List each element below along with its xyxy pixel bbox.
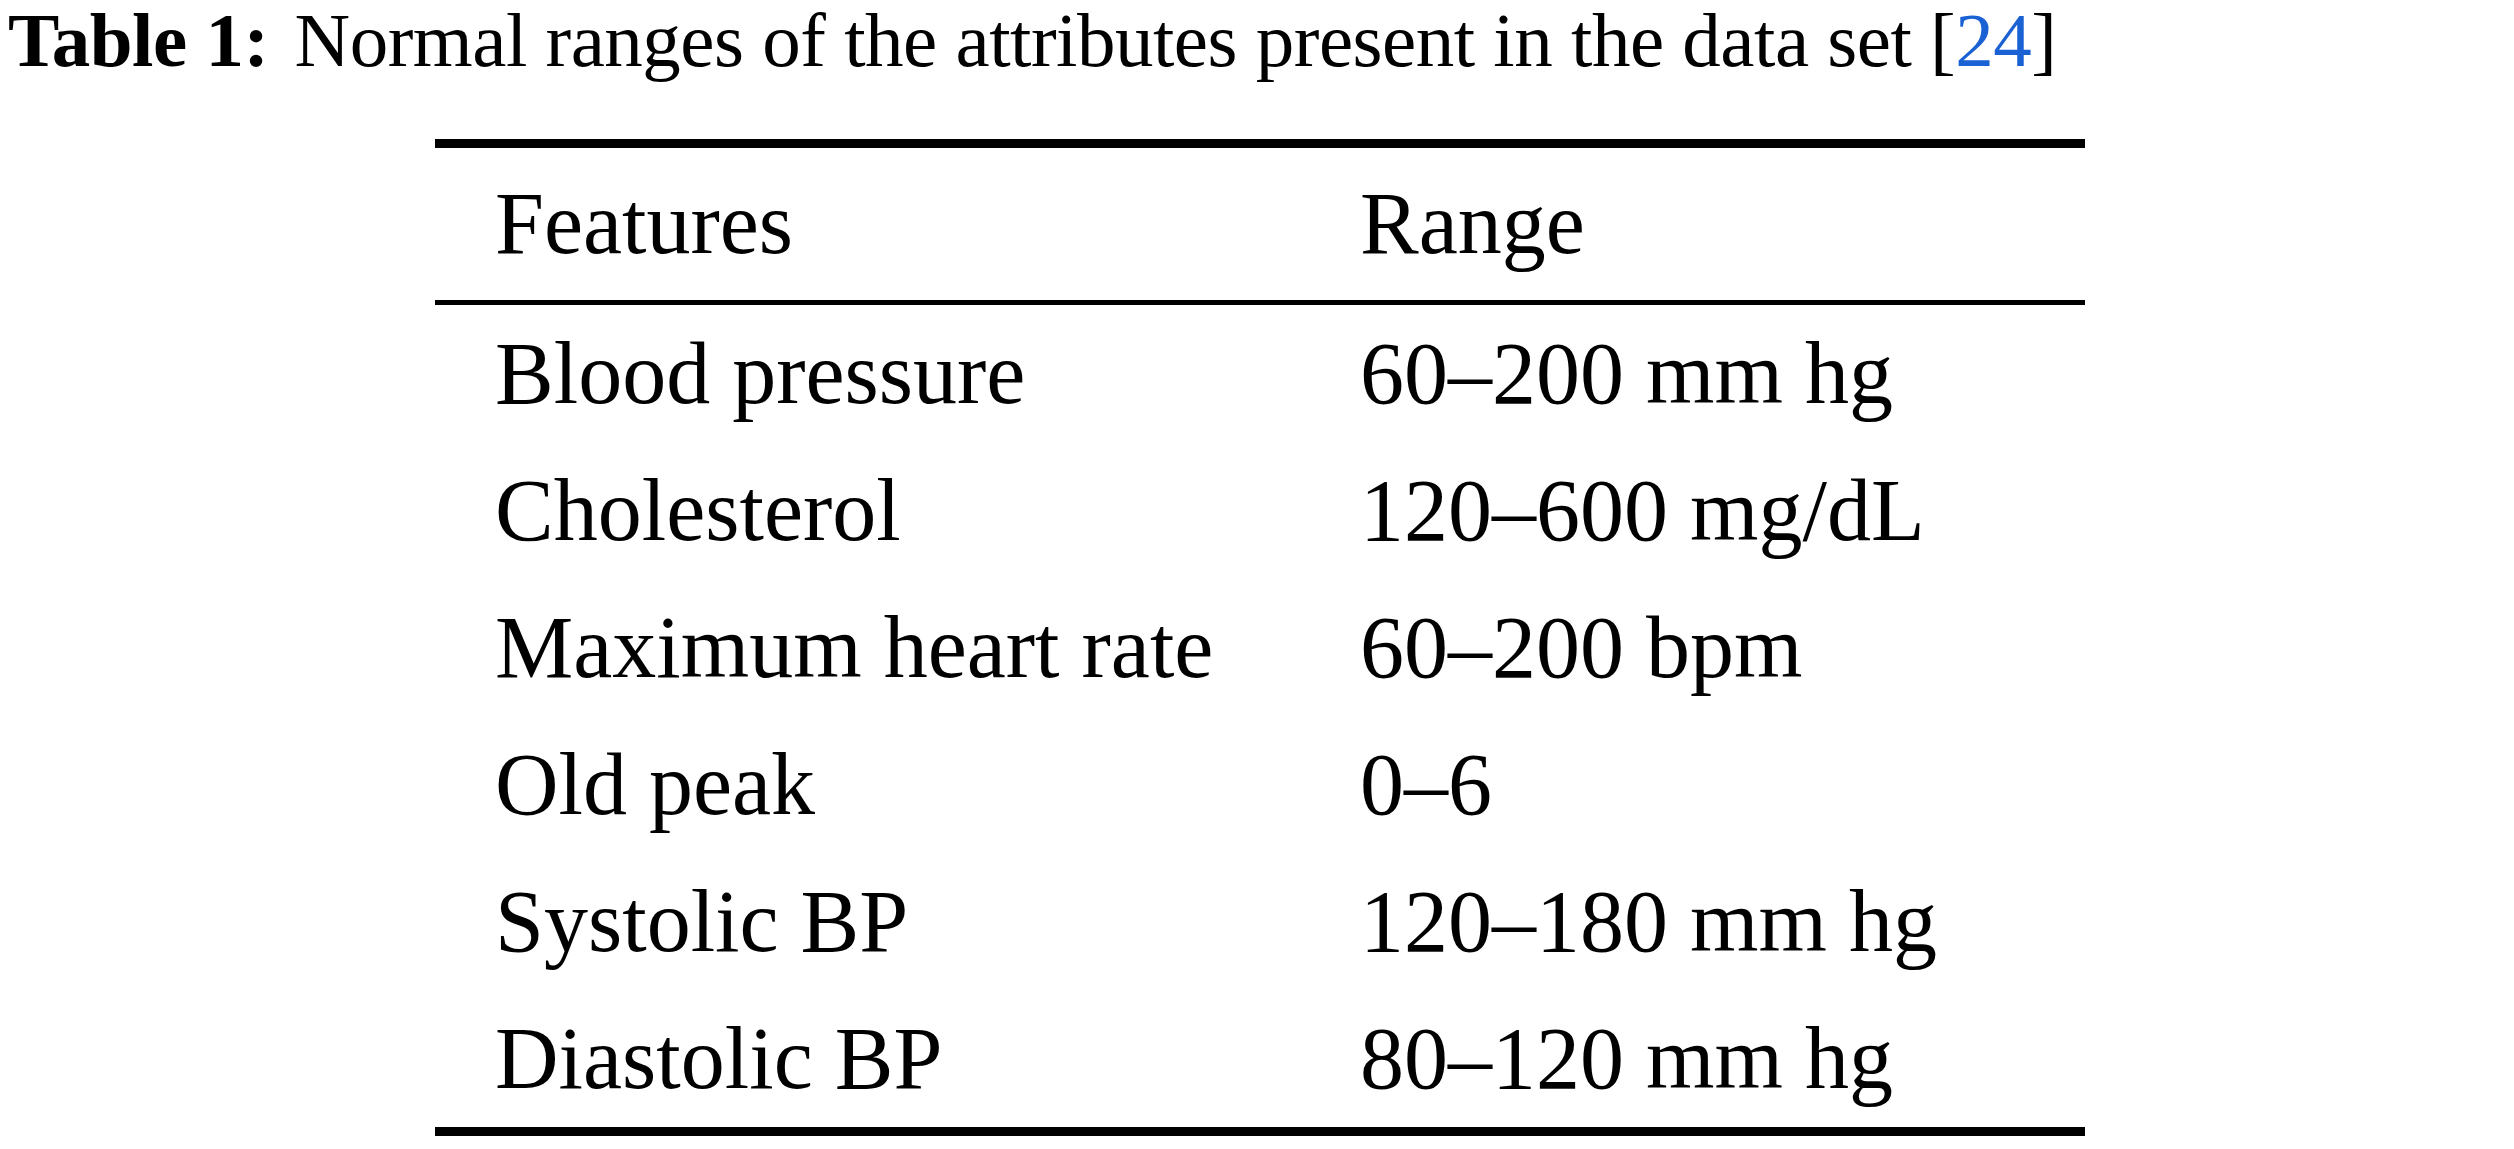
table-row: Maximum heart rate 60–200 bpm bbox=[435, 579, 2085, 716]
column-header-features: Features bbox=[495, 180, 1360, 268]
caption-label: Table 1: bbox=[8, 0, 269, 83]
table-row: Old peak 0–6 bbox=[435, 716, 2085, 853]
table-row: Diastolic BP 80–120 mm hg bbox=[435, 990, 2085, 1127]
range-cell: 80–120 mm hg bbox=[1360, 1015, 2085, 1103]
table-row: Blood pressure 60–200 mm hg bbox=[435, 305, 2085, 442]
feature-cell: Cholesterol bbox=[495, 467, 1360, 555]
table-bottom-rule bbox=[435, 1127, 2085, 1136]
range-cell: 0–6 bbox=[1360, 741, 2085, 829]
normal-ranges-table: Features Range Blood pressure 60–200 mm … bbox=[435, 139, 2085, 1136]
caption-text: Normal ranges of the attributes present … bbox=[295, 0, 1912, 83]
citation-open-bracket: [ bbox=[1930, 0, 1955, 83]
table-row: Cholesterol 120–600 mg/dL bbox=[435, 442, 2085, 579]
feature-cell: Systolic BP bbox=[495, 878, 1360, 966]
citation-close-bracket: ] bbox=[2031, 0, 2056, 83]
range-cell: 60–200 mm hg bbox=[1360, 330, 2085, 418]
table-caption: Table 1: Normal ranges of the attributes … bbox=[8, 0, 2056, 81]
table-header-row: Features Range bbox=[435, 148, 2085, 300]
range-cell: 120–600 mg/dL bbox=[1360, 467, 2085, 555]
table-row: Systolic BP 120–180 mm hg bbox=[435, 853, 2085, 990]
citation-number[interactable]: 24 bbox=[1955, 0, 2031, 83]
feature-cell: Blood pressure bbox=[495, 330, 1360, 418]
column-header-range: Range bbox=[1360, 180, 2085, 268]
paper-table-figure: Table 1: Normal ranges of the attributes … bbox=[0, 0, 2514, 1149]
table-top-rule bbox=[435, 139, 2085, 148]
citation-link[interactable]: [24] bbox=[1930, 0, 2056, 83]
feature-cell: Maximum heart rate bbox=[495, 604, 1360, 692]
feature-cell: Old peak bbox=[495, 741, 1360, 829]
range-cell: 120–180 mm hg bbox=[1360, 878, 2085, 966]
feature-cell: Diastolic BP bbox=[495, 1015, 1360, 1103]
range-cell: 60–200 bpm bbox=[1360, 604, 2085, 692]
